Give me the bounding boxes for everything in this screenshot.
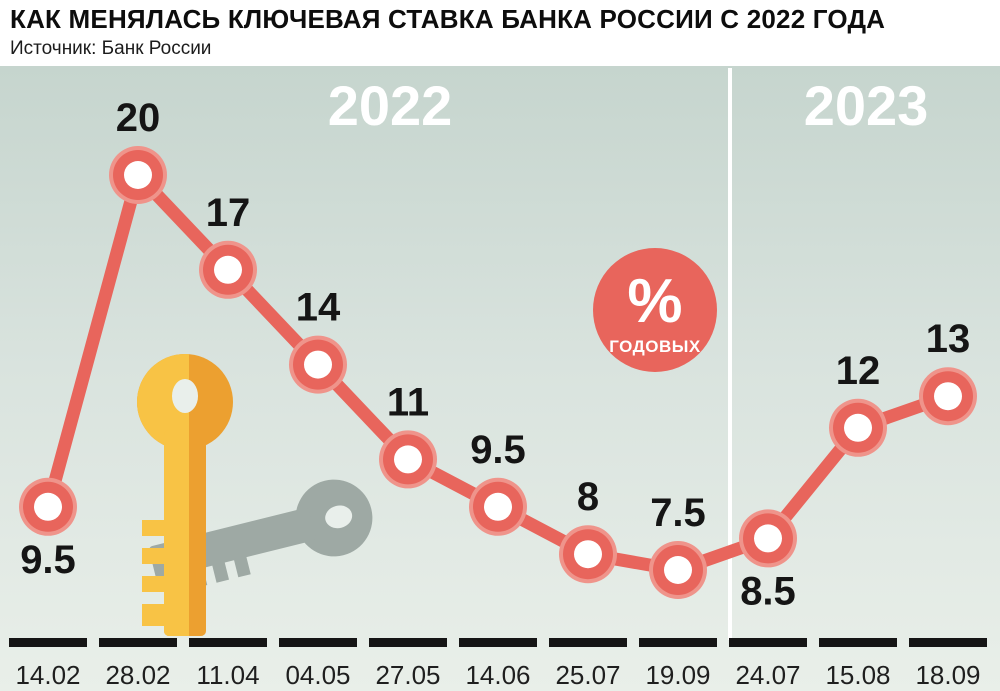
value-label: 8.5 <box>740 569 796 613</box>
value-label: 17 <box>206 191 251 235</box>
year-label: 2022 <box>328 74 453 137</box>
data-point: 12 <box>829 349 887 457</box>
value-label: 12 <box>836 349 881 393</box>
unit-badge: %ГОДОВЫХ <box>593 248 717 372</box>
data-point: 8.5 <box>739 509 797 613</box>
data-point: 14 <box>289 286 347 394</box>
x-axis-label: 14.02 <box>15 660 80 690</box>
year-divider <box>728 68 732 640</box>
x-axis-label: 11.04 <box>196 660 259 690</box>
axis-dash <box>909 638 987 647</box>
header: КАК МЕНЯЛАСЬ КЛЮЧЕВАЯ СТАВКА БАНКА РОССИ… <box>0 0 1000 66</box>
data-point: 8 <box>559 475 617 584</box>
x-axis-label: 14.06 <box>465 660 530 690</box>
value-label: 9.5 <box>470 428 526 472</box>
x-axis-label: 25.07 <box>555 660 620 690</box>
data-point: 17 <box>199 191 257 299</box>
value-label: 13 <box>926 317 971 361</box>
axis-dash <box>279 638 357 647</box>
axis-dash <box>189 638 267 647</box>
data-point: 9.5 <box>19 477 77 582</box>
key-shadow-illustration <box>143 471 381 601</box>
axis-dash <box>549 638 627 647</box>
badge-caption: ГОДОВЫХ <box>609 337 701 356</box>
x-axis-label: 28.02 <box>105 660 170 690</box>
x-axis-label: 04.05 <box>285 660 350 690</box>
axis-dash <box>639 638 717 647</box>
key-illustration <box>137 354 233 636</box>
x-axis-label: 24.07 <box>735 660 800 690</box>
page-title: КАК МЕНЯЛАСЬ КЛЮЧЕВАЯ СТАВКА БАНКА РОССИ… <box>10 4 886 34</box>
x-axis-label: 27.05 <box>375 660 440 690</box>
source-caption: Источник: Банк России <box>10 38 212 60</box>
value-label: 20 <box>116 96 161 140</box>
data-point: 13 <box>919 317 977 426</box>
percent-symbol: % <box>627 267 682 336</box>
data-point: 20 <box>109 96 167 204</box>
axis-dash <box>99 638 177 647</box>
value-label: 14 <box>296 286 341 330</box>
value-label: 11 <box>387 380 429 424</box>
value-label: 7.5 <box>650 491 706 535</box>
data-point: 11 <box>379 380 437 489</box>
x-axis-label: 19.09 <box>645 660 710 690</box>
axis-dash <box>9 638 87 647</box>
data-point: 7.5 <box>649 491 707 599</box>
axis-dash <box>819 638 897 647</box>
x-axis-label: 15.08 <box>825 660 890 690</box>
axis-dash <box>459 638 537 647</box>
data-point: 9.5 <box>469 428 527 536</box>
axis-dash <box>369 638 447 647</box>
chart-area: 2022 2023% ГОДОВЫХ 9.5 20 17 14 11 9.5 8 7.5 8.5 12 1… <box>0 66 1000 691</box>
axis-dash <box>729 638 807 647</box>
value-label: 8 <box>577 475 599 519</box>
x-axis-label: 18.09 <box>915 660 980 690</box>
year-label: 2023 <box>804 74 929 137</box>
value-label: 9.5 <box>20 538 76 582</box>
